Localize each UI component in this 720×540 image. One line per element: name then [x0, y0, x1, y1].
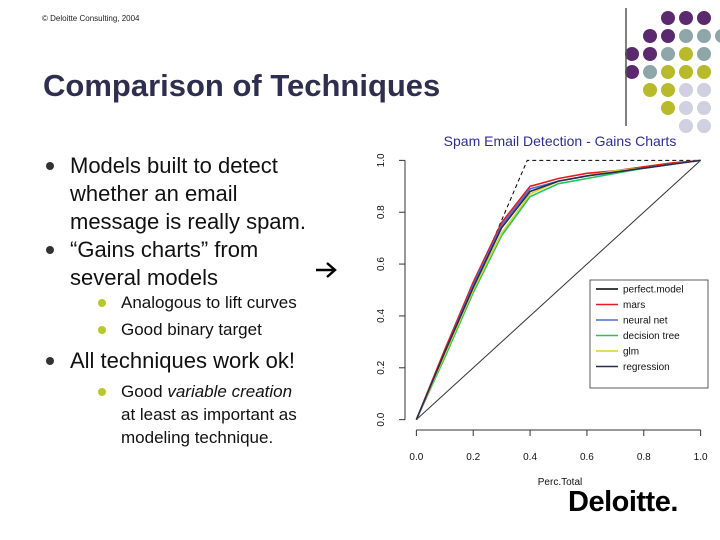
y-tick-label: 0.2 [376, 360, 387, 374]
bullet-dot [46, 357, 54, 365]
decor-dot [679, 11, 693, 25]
decor-dot [697, 29, 711, 43]
emphasis: variable creation [167, 382, 293, 401]
bullet-dot [98, 325, 106, 334]
x-tick-label: 0.6 [580, 452, 594, 463]
bullet-dot [46, 162, 54, 170]
bullet-text: All techniques work ok! [70, 348, 295, 373]
decor-dot [697, 101, 711, 115]
legend-label: mars [623, 300, 645, 311]
decor-dot [679, 47, 693, 61]
copyright: © Deloitte Consulting, 2004 [42, 14, 140, 23]
slide-title: Comparison of Techniques [43, 68, 441, 103]
y-tick-label: 0.8 [376, 205, 387, 219]
decor-dot [661, 47, 675, 61]
bullet-text: at least as important as [121, 405, 297, 424]
x-axis-label: Perc.Total [538, 477, 582, 488]
decor-dot [661, 29, 675, 43]
decor-dot [679, 83, 693, 97]
bullet-text: several models [70, 265, 218, 290]
legend-box [589, 279, 709, 389]
bullet-text: whether an email [70, 181, 238, 206]
x-tick-label: 0.2 [466, 452, 480, 463]
decor-dot [643, 65, 657, 79]
bullet-dot [46, 246, 54, 254]
bullet-dot [98, 387, 106, 396]
series-line [415, 159, 701, 420]
decor-dot [697, 11, 711, 25]
decor-dot [679, 119, 693, 133]
decor-dot [661, 83, 675, 97]
bullet-text: Models built to detect [70, 153, 278, 178]
bullet-text: Good [121, 382, 163, 401]
x-tick-label: 1.0 [694, 452, 708, 463]
bullet-text: modeling technique. [121, 428, 274, 447]
x-tick-label: 0.4 [523, 452, 537, 463]
decor-dot [697, 119, 711, 133]
legend-label: neural net [623, 316, 668, 327]
bullet-text: Good binary target [121, 320, 262, 339]
decor-dot [697, 47, 711, 61]
y-tick-label: 1.0 [376, 153, 387, 167]
x-tick-label: 0.0 [409, 452, 423, 463]
decor-dot [661, 101, 675, 115]
decor-dot [715, 29, 720, 43]
decor-dot [697, 83, 711, 97]
arrow-icon [316, 262, 337, 278]
decor-dot [679, 29, 693, 43]
chart-title: Spam Email Detection - Gains Charts [444, 133, 677, 149]
x-tick-label: 0.8 [637, 452, 651, 463]
decor-dot [679, 101, 693, 115]
reference-line [416, 160, 701, 420]
legend-label: decision tree [623, 331, 680, 342]
decor-dot [661, 65, 675, 79]
bullet-text: Analogous to lift curves [121, 293, 297, 312]
decor-dot [625, 47, 639, 61]
decor-dot [643, 83, 657, 97]
legend-label: regression [623, 362, 670, 373]
y-tick-label: 0.6 [376, 257, 387, 271]
bullet-dot [98, 298, 106, 307]
y-tick-label: 0.4 [376, 309, 387, 323]
bullet-text: message is really spam. [70, 209, 306, 234]
legend-label: glm [623, 347, 639, 358]
bullet-text: Good variable creation [121, 380, 292, 403]
decor-dot [643, 47, 657, 61]
logo: Deloitte. [568, 486, 678, 518]
y-tick-label: 0.0 [376, 412, 387, 426]
series-line [415, 159, 701, 420]
decor-dot [643, 29, 657, 43]
decor-dot [625, 65, 639, 79]
legend-label: perfect.model [623, 285, 684, 296]
bullet-text: “Gains charts” from [70, 237, 259, 262]
decor-dot [697, 65, 711, 79]
decor-dot [661, 11, 675, 25]
decor-dot [679, 65, 693, 79]
